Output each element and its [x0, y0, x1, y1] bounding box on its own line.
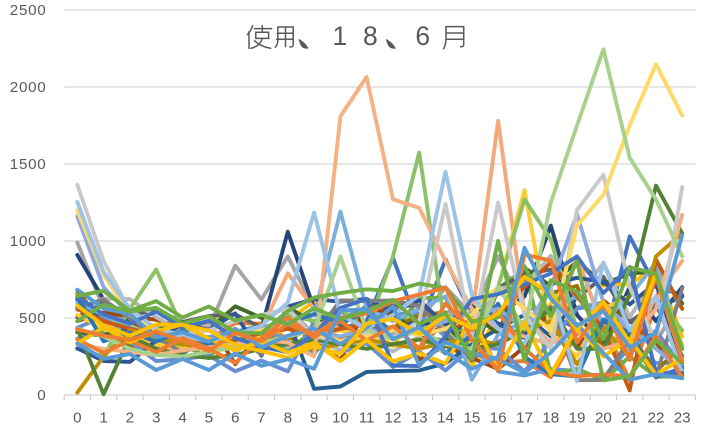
- svg-text:13: 13: [411, 410, 428, 427]
- svg-text:0: 0: [37, 387, 46, 404]
- svg-text:7: 7: [257, 410, 265, 427]
- svg-text:16: 16: [490, 410, 507, 427]
- svg-text:8: 8: [363, 21, 378, 51]
- svg-text:500: 500: [19, 310, 46, 327]
- svg-text:12: 12: [385, 410, 402, 427]
- svg-text:5: 5: [205, 410, 213, 427]
- svg-text:19: 19: [569, 410, 586, 427]
- svg-text:1: 1: [333, 21, 348, 51]
- svg-text:10: 10: [332, 410, 349, 427]
- svg-text:2: 2: [126, 410, 134, 427]
- svg-text:6: 6: [415, 21, 430, 51]
- svg-text:1500: 1500: [10, 156, 47, 173]
- svg-text:14: 14: [437, 410, 454, 427]
- svg-text:2500: 2500: [10, 2, 47, 19]
- svg-text:1: 1: [99, 410, 107, 427]
- svg-text:6: 6: [231, 410, 239, 427]
- svg-text:21: 21: [621, 410, 638, 427]
- svg-text:20: 20: [595, 410, 612, 427]
- svg-text:11: 11: [359, 410, 375, 427]
- svg-text:3: 3: [152, 410, 160, 427]
- svg-text:18: 18: [542, 410, 559, 427]
- svg-text:15: 15: [463, 410, 480, 427]
- svg-text:23: 23: [674, 410, 691, 427]
- svg-text:17: 17: [516, 410, 533, 427]
- svg-text:2000: 2000: [10, 79, 47, 96]
- svg-text:9: 9: [310, 410, 318, 427]
- svg-text:1000: 1000: [10, 233, 47, 250]
- svg-text:4: 4: [178, 410, 186, 427]
- svg-text:22: 22: [648, 410, 665, 427]
- svg-text:8: 8: [284, 410, 292, 427]
- svg-text:0: 0: [73, 410, 81, 427]
